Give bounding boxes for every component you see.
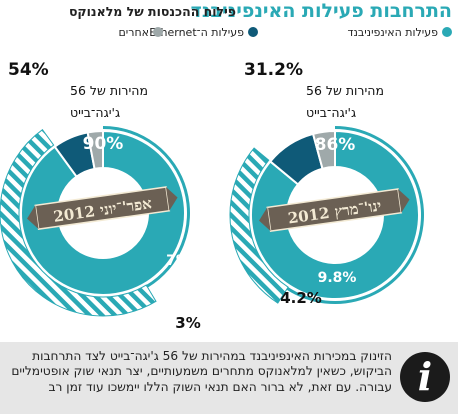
legend-swatch-ethernet — [248, 27, 258, 37]
jan-mar-period-banner: ינו'־מרץ 2012 — [259, 188, 410, 232]
jan-mar-label-ethernet: 9.8% — [318, 270, 357, 286]
legend-swatch-infiniband — [442, 27, 452, 37]
info-icon: i — [400, 352, 450, 402]
apr-jun-slice-infiniband — [20, 129, 186, 296]
jan-mar-label-other: 4.2% — [280, 289, 322, 307]
jan-mar-slice-other — [311, 129, 336, 170]
footer-text: הזינוק במכירות האינפיניבנד במהירות של 56… — [11, 349, 392, 394]
jan-mar-breakout-value: 31.2% — [244, 60, 303, 80]
apr-jun-banner-tail-left — [27, 205, 39, 230]
legend-item-ethernet: פעילות ה־Ethernet — [149, 26, 258, 40]
jan-mar-banner-tail-left — [259, 207, 271, 232]
legend-label-other: אחרים — [118, 26, 149, 39]
apr-jun-breakout-ring — [0, 128, 157, 317]
legend-label-ethernet: פעילות ה־Ethernet — [149, 26, 244, 39]
chart-subtitle: פילוח ההכנסות של מלאנוקס — [68, 4, 236, 19]
apr-jun-breakout-value: 54% — [8, 60, 49, 80]
donut-jan-mar: 86% 9.8% 4.2% 31.2%מהירות של 56 ג'יגה־בייט ינ… — [229, 60, 424, 307]
apr-jun-banner-tail-right — [165, 186, 178, 211]
jan-mar-breakout-text-line2: ג'יגה־בייט — [306, 105, 356, 120]
footer-note: הזינוק במכירות האינפיניבנד במהירות של 56… — [0, 342, 458, 414]
apr-jun-label-infiniband: 90% — [83, 134, 124, 154]
apr-jun-breakout-text-line1: מהירות של 56 — [70, 83, 148, 98]
legend-item-infiniband: פעילות האינפיניבנד — [347, 26, 452, 40]
legend-swatch-other — [153, 27, 163, 37]
apr-jun-breakout-text-line2: ג'יגה־בייט — [70, 105, 120, 120]
jan-mar-breakout-ring — [229, 147, 289, 304]
apr-jun-label-ethernet: 7% — [166, 253, 190, 269]
header: התרחבות פעילות האינפיניבנד פילוח ההכנסות… — [0, 0, 458, 22]
donut-charts: 86%9.8%4.2%31.2%מהירות של 56ג'יגה־בייטינ… — [0, 60, 424, 332]
apr-jun-slice-other — [86, 129, 104, 170]
apr-jun-label-other: 3% — [175, 314, 200, 332]
jan-mar-label-infiniband: 86% — [315, 135, 356, 155]
jan-mar-breakout-text-line1: מהירות של 56 — [306, 83, 384, 98]
jan-mar-banner-tail-right — [397, 188, 410, 213]
legend-label-infiniband: פעילות האינפיניבנד — [347, 26, 438, 39]
jan-mar-slice-infiniband — [250, 129, 420, 300]
legend-item-other: אחרים — [118, 26, 163, 40]
donut-apr-jun: 90%7%3%54%מהירות של 56ג'יגה־בייטאפר'־יונ… — [0, 60, 201, 332]
chart-title: התרחבות פעילות האינפיניבנד — [190, 0, 452, 22]
legend: פעילות האינפיניבנד פעילות ה־Ethernet אחר… — [0, 24, 458, 42]
